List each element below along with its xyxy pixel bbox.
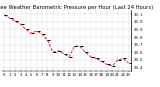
- Title: Milwaukee Weather Barometric Pressure per Hour (Last 24 Hours): Milwaukee Weather Barometric Pressure pe…: [0, 5, 154, 10]
